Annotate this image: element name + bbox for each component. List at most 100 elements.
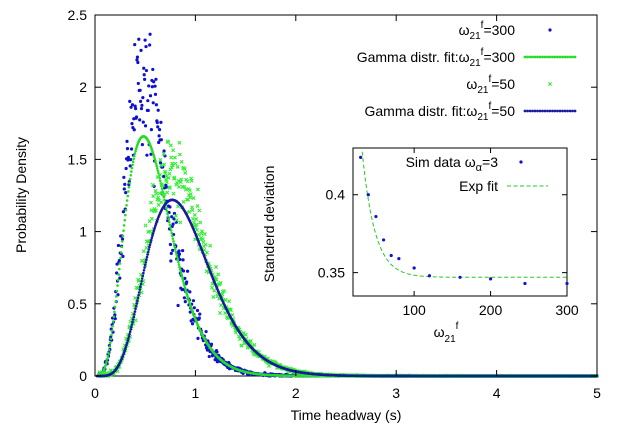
sim-point-dot [177,252,182,256]
main-axis-ticks: 0 1 2 3 4 5 0 0.5 1 1.5 2 2.5 [68,7,602,401]
fit-curve-dot [172,242,176,246]
fit-curve-dot [130,170,133,173]
fit-curve-dot [148,243,152,247]
sim-point-dot [142,66,146,70]
legend-line-dot [553,55,557,59]
fit-curve-dot [124,208,128,212]
fit-curve-dot [183,284,186,287]
main-y-tick-label: 1.5 [68,151,88,167]
sim-point-dot [154,103,158,107]
sim-point-cross [148,200,153,205]
inset-legend-label: Exp fit [459,178,498,194]
sim-point-dot [168,242,173,247]
fit-curve-dot [133,154,136,158]
inset-sim-point [412,266,416,270]
fit-curve-dot [133,312,136,316]
sim-point-dot [141,120,145,124]
sim-point-dot [116,243,121,248]
legend-line-dot [571,109,574,113]
fit-curve-dot [147,248,151,251]
inset-series-group [359,151,569,286]
sim-point-dot [144,44,148,49]
sim-point-dot [150,85,154,89]
fit-curve-dot [158,179,162,183]
sim-point-cross [172,175,177,180]
sim-point-dot [146,99,150,103]
sim-point-dot [121,254,125,258]
main-x-tick-label: 4 [493,385,501,401]
fit-curve-dot [110,329,114,332]
legend-line-dot [543,55,547,59]
sim-point-dot [128,99,132,103]
sim-point-cross [157,191,162,196]
fit-curve-dot [114,295,118,298]
sim-point-dot [188,290,192,294]
fit-curve-dot [169,229,173,232]
legend-marker [548,82,552,86]
sim-point-dot [149,152,153,156]
sim-point-dot [130,103,135,107]
fit-curve-dot [181,277,184,281]
main-x-tick-label: 1 [192,385,200,401]
legend-line-dot [526,109,529,113]
sim-point-dot [135,55,140,59]
sim-point-dot [123,182,127,186]
legend-line-dot [573,55,577,59]
fit-curve-dot [127,335,131,338]
sim-point-dot [156,125,160,129]
sim-point-dot [120,237,125,241]
sim-point-cross [212,288,217,293]
sim-point-cross [151,194,156,199]
fit-curve-dot [163,198,166,202]
legend-line-dot [528,55,532,59]
sim-point-cross [182,184,187,189]
legend-line-dot [543,109,547,113]
sim-point-cross [181,199,186,204]
legend-line-dot [528,109,532,113]
sim-point-dot [169,251,173,256]
sim-point-dot [215,350,219,354]
sim-point-dot [109,335,113,339]
fit-curve-dot [142,269,146,272]
sim-point-dot [172,217,176,221]
sim-point-dot [125,139,129,143]
sim-point-cross [228,308,233,313]
sim-point-cross [187,209,192,214]
sim-point-dot [177,249,181,253]
sim-point-cross [176,184,181,189]
sim-point-cross [218,310,223,315]
main-legend-label: ω21f=300 [459,20,516,42]
fit-curve-dot [164,206,168,210]
main-y-tick-label: 1 [79,224,87,240]
sim-point-cross [161,151,166,156]
fit-curve-dot [126,194,130,198]
sim-point-cross [185,197,190,202]
sim-point-dot [137,37,141,41]
fit-curve-dot [128,330,132,334]
sim-point-dot [196,336,200,340]
legend-line-dot [523,109,527,113]
sim-point-cross [154,191,159,196]
sim-point-cross [197,208,202,213]
sim-point-cross [202,232,207,237]
sim-point-cross [191,216,195,221]
fit-curve-dot [131,163,134,167]
sim-point-dot [125,147,130,151]
sim-point-cross [227,299,232,304]
legend-line-dot [561,109,564,113]
sim-point-cross [223,297,228,302]
fit-curve-dot [177,260,180,264]
sim-point-cross [187,188,192,193]
fit-curve-dot [109,337,113,341]
fit-curve-dot [152,228,156,231]
fit-curve-dot [152,153,155,157]
sim-point-dot [140,103,144,107]
sim-point-dot [143,124,148,128]
sim-point-dot [148,94,153,98]
sim-point-cross [195,187,200,192]
main-x-tick-label: 2 [292,385,300,401]
legend-line-dot [561,55,564,59]
sim-point-cross [218,280,223,285]
main-y-axis-label: Probability Density [13,137,29,253]
fit-curve-dot [117,273,120,276]
